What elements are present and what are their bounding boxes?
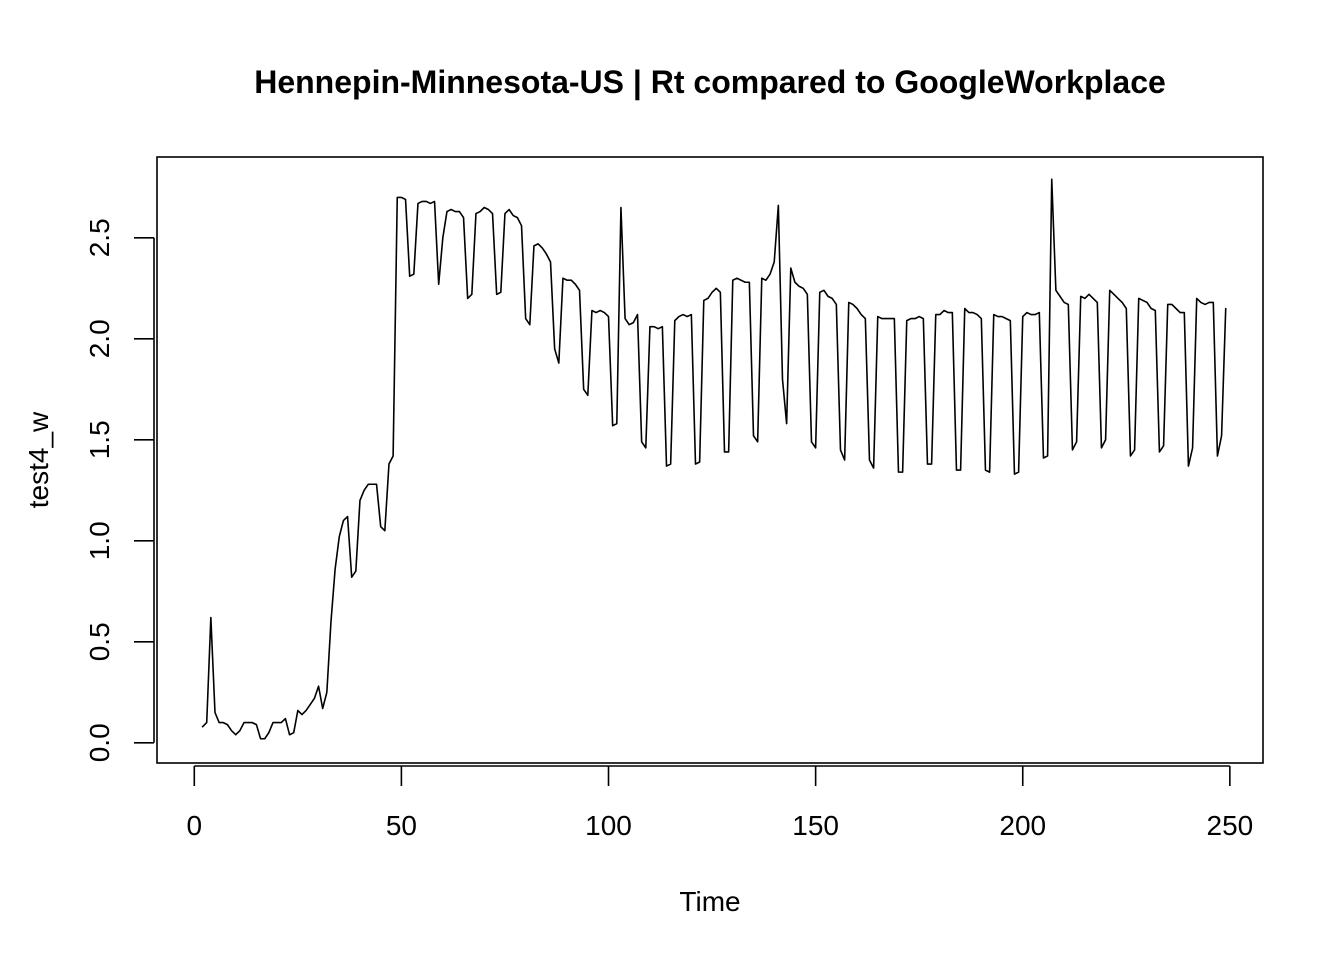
chart-title: Hennepin-Minnesota-US | Rt compared to G… <box>254 64 1166 100</box>
y-tick-label: 1.0 <box>84 521 115 560</box>
x-tick-label: 100 <box>585 810 632 841</box>
x-tick-label: 0 <box>186 810 202 841</box>
y-tick-label: 2.0 <box>84 319 115 358</box>
y-tick-label: 1.5 <box>84 420 115 459</box>
y-tick-label: 0.5 <box>84 622 115 661</box>
x-tick-label: 50 <box>386 810 417 841</box>
series-line <box>201 178 1227 740</box>
x-tick-label: 250 <box>1207 810 1254 841</box>
y-tick-label: 2.5 <box>84 218 115 257</box>
x-tick-label: 200 <box>999 810 1046 841</box>
x-axis-label: Time <box>679 886 740 917</box>
y-tick-label: 0.0 <box>84 723 115 762</box>
y-axis: 0.0 0.5 1.0 1.5 2.0 2.5 <box>84 218 155 762</box>
x-axis: 0 50 100 150 200 250 <box>186 765 1254 841</box>
x-tick-label: 150 <box>792 810 839 841</box>
plot-frame <box>156 156 1264 764</box>
y-axis-label: test4_w <box>23 411 54 508</box>
